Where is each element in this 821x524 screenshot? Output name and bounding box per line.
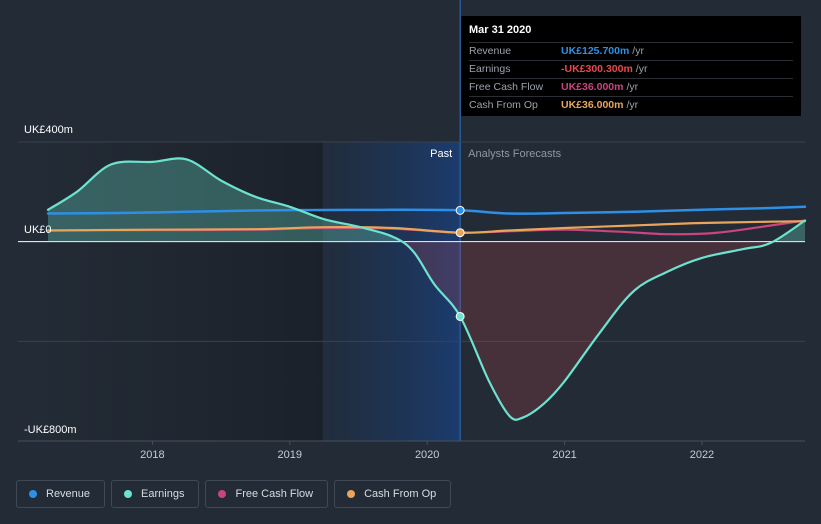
y-tick-label-top: UK£400m bbox=[24, 124, 73, 136]
tooltip-label: Free Cash Flow bbox=[469, 81, 544, 93]
x-tick-label: 2021 bbox=[552, 449, 576, 461]
cash-from-op-line bbox=[46, 220, 807, 234]
tooltip-row-earnings: Earnings -UK£300.300m /yr bbox=[469, 60, 793, 78]
legend-label: Cash From Op bbox=[364, 488, 437, 500]
tooltip-panel: Mar 31 2020 Revenue UK£125.700m /yr Earn… bbox=[461, 16, 801, 116]
y-tick-label-bottom: -UK£800m bbox=[24, 424, 77, 436]
tooltip-unit: /yr bbox=[626, 81, 639, 93]
legend-label: Free Cash Flow bbox=[235, 488, 314, 500]
tooltip-value: UK£36.000m bbox=[561, 81, 624, 93]
tooltip-unit: /yr bbox=[635, 63, 648, 75]
legend-label: Revenue bbox=[46, 488, 91, 500]
y-tick-label-zero: UK£0 bbox=[24, 224, 52, 236]
tooltip-label: Cash From Op bbox=[469, 99, 538, 111]
tooltip-row-free-cash-flow: Free Cash Flow UK£36.000m /yr bbox=[469, 78, 793, 96]
tooltip-value: -UK£300.300m bbox=[561, 63, 633, 75]
tooltip-unit: /yr bbox=[626, 99, 639, 111]
earnings-line bbox=[46, 157, 807, 421]
tooltip-unit: /yr bbox=[632, 45, 644, 57]
legend-item-free-cash-flow[interactable]: Free Cash Flow bbox=[205, 480, 329, 508]
tooltip-label: Earnings bbox=[469, 63, 511, 75]
x-tick-label: 2020 bbox=[415, 449, 439, 461]
legend: Revenue Earnings Free Cash Flow Cash Fro… bbox=[16, 480, 452, 508]
tooltip-date: Mar 31 2020 bbox=[469, 24, 532, 36]
earnings-dot-icon bbox=[124, 490, 133, 498]
legend-item-revenue[interactable]: Revenue bbox=[16, 480, 106, 508]
highlight-region bbox=[322, 142, 461, 441]
legend-label: Earnings bbox=[141, 488, 185, 500]
x-tick-label: 2018 bbox=[140, 449, 164, 461]
cash-from-op-dot-icon bbox=[347, 490, 356, 498]
legend-item-earnings[interactable]: Earnings bbox=[111, 480, 200, 508]
earnings-marker bbox=[455, 311, 465, 321]
tooltip-value: UK£125.700m bbox=[561, 45, 630, 57]
x-tick-label: 2019 bbox=[278, 449, 302, 461]
tooltip-row-revenue: Revenue UK£125.700m /yr bbox=[469, 42, 793, 60]
tooltip-row-cash-from-op: Cash From Op UK£36.000m /yr bbox=[469, 96, 793, 114]
past-region-shade bbox=[48, 142, 323, 441]
forecast-label: Analysts Forecasts bbox=[468, 148, 561, 160]
past-label: Past bbox=[430, 148, 452, 160]
x-tick-label: 2022 bbox=[690, 449, 714, 461]
earnings-area-negative bbox=[48, 241, 805, 420]
free-cash-flow-dot-icon bbox=[218, 490, 227, 498]
revenue-marker bbox=[455, 205, 465, 215]
tooltip-value: UK£36.000m bbox=[561, 99, 624, 111]
earnings-area-positive bbox=[48, 158, 805, 242]
tooltip-label: Revenue bbox=[469, 45, 512, 57]
revenue-dot-icon bbox=[29, 490, 37, 498]
cash-from-op-marker bbox=[455, 228, 465, 238]
legend-item-cash-from-op[interactable]: Cash From Op bbox=[334, 480, 452, 508]
